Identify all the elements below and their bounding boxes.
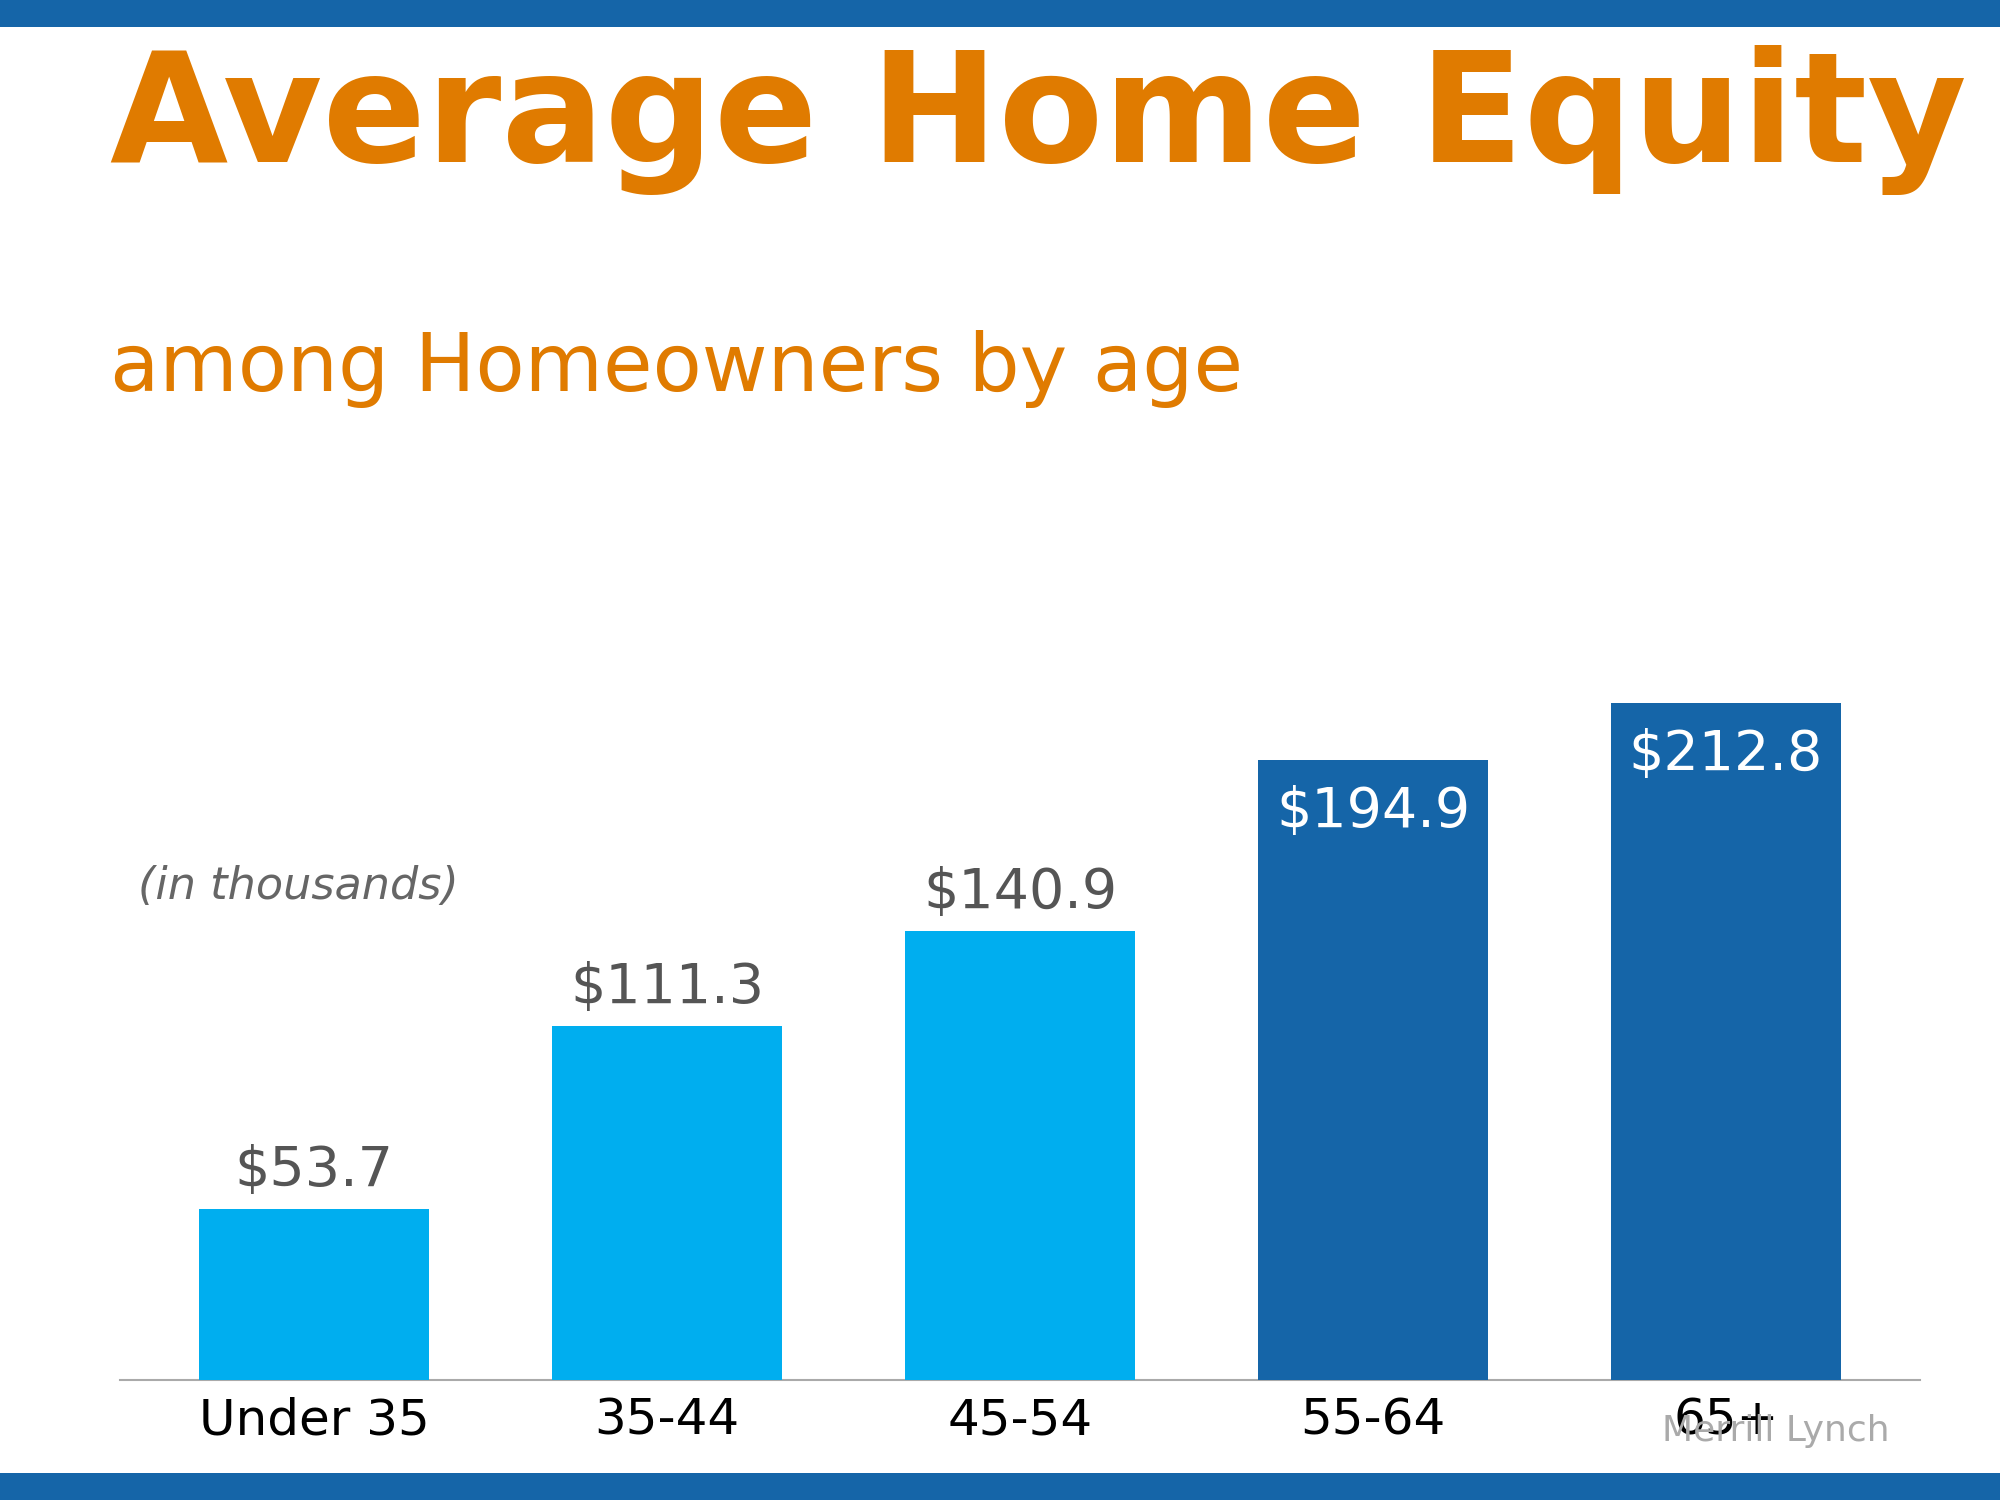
Bar <box>1612 702 1840 1380</box>
Bar <box>200 1209 428 1380</box>
Text: $140.9: $140.9 <box>922 867 1118 921</box>
Bar <box>906 932 1134 1380</box>
Bar <box>1258 759 1488 1380</box>
Text: Merrill Lynch: Merrill Lynch <box>1662 1413 1890 1448</box>
Text: (in thousands): (in thousands) <box>138 865 458 907</box>
Text: $194.9: $194.9 <box>1276 784 1470 838</box>
Text: $212.8: $212.8 <box>1628 728 1824 782</box>
Text: $111.3: $111.3 <box>570 960 764 1014</box>
Text: among Homeowners by age: among Homeowners by age <box>110 330 1244 408</box>
Bar <box>552 1026 782 1380</box>
Text: Average Home Equity: Average Home Equity <box>110 45 1966 195</box>
Text: $53.7: $53.7 <box>234 1144 394 1198</box>
